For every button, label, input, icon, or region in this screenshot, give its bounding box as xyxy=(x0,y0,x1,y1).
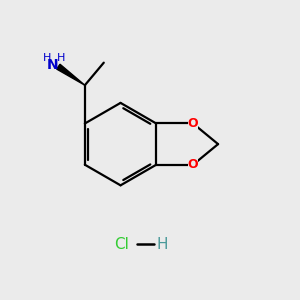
Text: N: N xyxy=(47,58,59,72)
Text: O: O xyxy=(188,117,198,130)
Text: O: O xyxy=(188,158,198,171)
Polygon shape xyxy=(57,64,85,85)
Text: H: H xyxy=(43,53,51,63)
Text: H: H xyxy=(56,53,65,63)
Text: H: H xyxy=(156,237,167,252)
Text: Cl: Cl xyxy=(115,237,130,252)
